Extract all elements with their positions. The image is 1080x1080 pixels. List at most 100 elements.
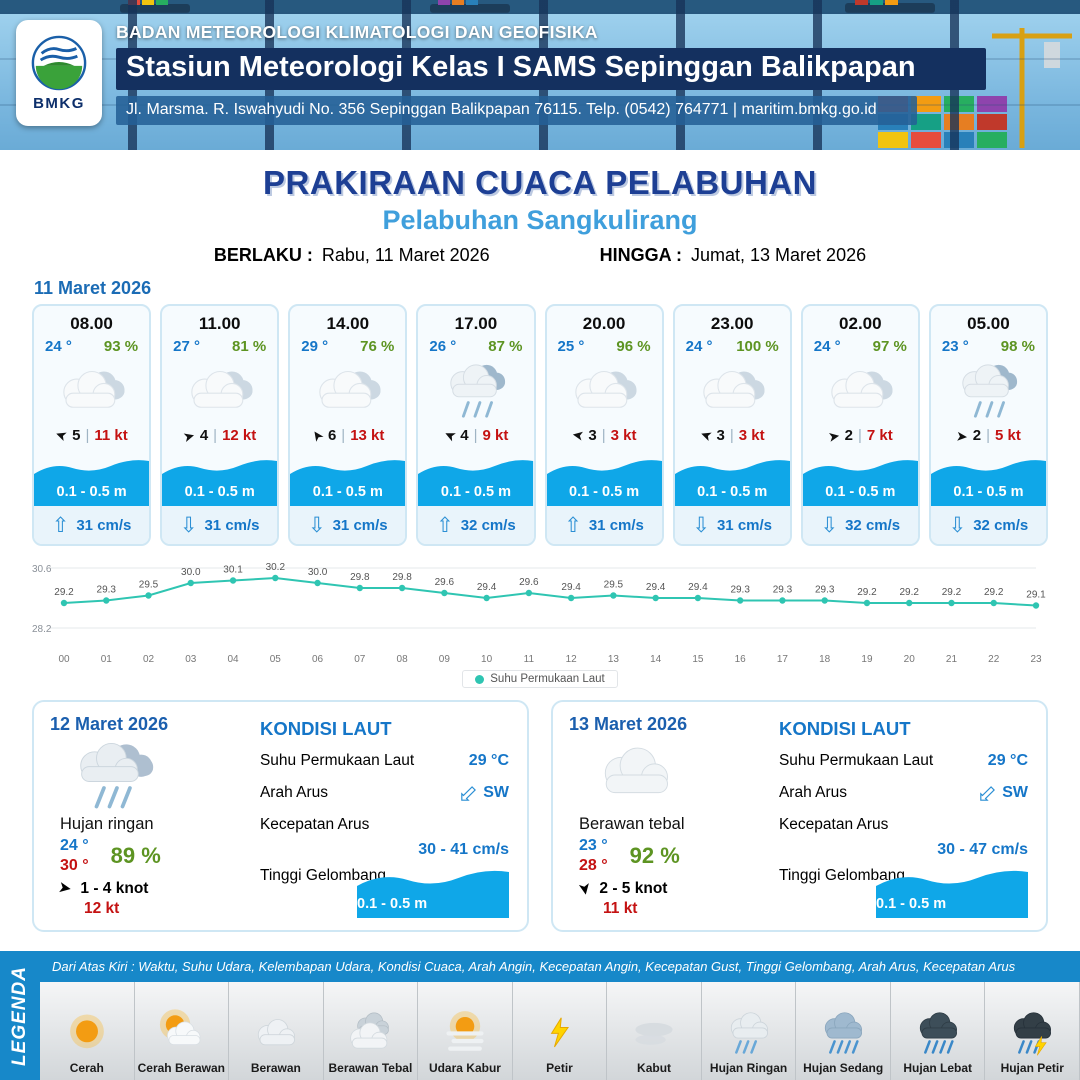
forecast-card-02.00: 02.00 24 ° 97 % ➤ 2 | 7 kt 0.1 - 0.5 m ⇩ 32 cm/s xyxy=(800,304,920,546)
wave-height-value: 0.1 - 0.5 m xyxy=(953,484,1024,500)
wind-direction-icon: ➤ xyxy=(307,426,328,445)
wave-height-value: 0.1 - 0.5 m xyxy=(184,484,255,500)
svg-text:30.2: 30.2 xyxy=(266,562,286,573)
card-current-row: ⇩ 31 cm/s xyxy=(162,506,278,544)
legend-tab: LEGENDA xyxy=(0,951,40,1080)
temp-max: 30 ° xyxy=(60,857,89,874)
svg-text:30.1: 30.1 xyxy=(223,565,243,576)
wave-height-graphic: 0.1 - 0.5 m xyxy=(357,866,509,918)
rain-light-icon xyxy=(730,1012,768,1055)
wind-row: ➤ 1 - 4 knot xyxy=(57,879,252,898)
weather-icon-hujan-ringan xyxy=(50,735,252,815)
wind-direction-icon: ➤ xyxy=(574,880,594,897)
wave-height-value: 0.1 - 0.5 m xyxy=(357,896,428,912)
station-name: Stasiun Meteorologi Kelas I SAMS Sepingg… xyxy=(116,48,986,90)
card-temp: 23 ° xyxy=(941,338,969,355)
cloud-thick-icon xyxy=(350,1012,390,1050)
humidity-value: 92 % xyxy=(629,843,680,868)
card-current-row: ⇧ 32 cm/s xyxy=(418,506,534,544)
temp-max: 28 ° xyxy=(579,857,608,874)
wave-height-label: Tinggi Gelombang xyxy=(259,867,387,884)
day-date: 13 Maret 2026 xyxy=(569,714,688,734)
wave-height-band: 0.1 - 0.5 m xyxy=(930,456,1046,506)
current-speed: 31 cm/s xyxy=(332,516,388,534)
wave-height-band: 0.1 - 0.5 m xyxy=(162,456,278,506)
legend-label: Udara Kabur xyxy=(428,1061,501,1076)
current-direction-icon: ⇧ xyxy=(971,776,1005,811)
svg-text:21: 21 xyxy=(946,654,958,665)
wind-speed: 2 xyxy=(844,427,853,444)
rain-medium-icon xyxy=(825,1012,863,1055)
sst-chart-section: 30.6 28.2 29.2 00 29.3 01 29.5 02 30.0 03 30.1 04 30… xyxy=(0,546,1080,688)
bmkg-logo-text: BMKG xyxy=(33,95,85,112)
svg-text:13: 13 xyxy=(608,654,620,665)
svg-text:23: 23 xyxy=(1030,654,1042,665)
wave-height-value: 0.1 - 0.5 m xyxy=(569,484,640,500)
wave-height-value: 0.1 - 0.5 m xyxy=(312,484,383,500)
wind-speed: 6 xyxy=(327,427,337,444)
current-speed: 32 cm/s xyxy=(460,516,516,534)
legend-item-fog: Kabut xyxy=(607,982,702,1080)
legend-label: Berawan Tebal xyxy=(328,1061,413,1076)
weather-icon-berawan-tebal xyxy=(569,735,771,815)
gust-speed: 3 kt xyxy=(738,427,765,444)
wave-height-value: 0.1 - 0.5 m xyxy=(56,484,127,500)
card-time: 08.00 xyxy=(70,314,113,333)
gust-speed: 11 kt xyxy=(94,427,128,444)
card-time: 11.00 xyxy=(198,314,241,333)
legend-item-sun-cloud: Cerah Berawan xyxy=(134,982,230,1080)
current-direction-icon: ⇧ xyxy=(452,776,486,811)
current-speed-label: Kecepatan Arus xyxy=(259,816,370,833)
gust-speed: 13 kt xyxy=(350,427,385,444)
fog-icon xyxy=(635,1023,673,1046)
separator: | xyxy=(729,427,734,444)
card-humidity: 81 % xyxy=(232,338,267,355)
current-direction-icon: ⇧ xyxy=(564,513,582,537)
wind-row: ➤ 2 - 5 knot xyxy=(574,880,771,898)
current-speed: 32 cm/s xyxy=(845,516,901,534)
wind-range: 2 - 5 knot xyxy=(599,880,668,897)
legend-label: Hujan Lebat xyxy=(903,1061,973,1076)
card-temp: 24 ° xyxy=(685,338,713,355)
legend-item-cloud: Berawan xyxy=(229,982,324,1080)
legend-label: Hujan Petir xyxy=(1000,1061,1064,1076)
weather-icon-berawan xyxy=(803,355,918,427)
svg-text:29.4: 29.4 xyxy=(561,582,581,593)
card-time: 02.00 xyxy=(839,314,882,333)
svg-text:15: 15 xyxy=(692,654,704,665)
condition-label: Berawan tebal xyxy=(579,815,685,833)
forecast-date: 11 Maret 2026 xyxy=(34,278,152,298)
card-humidity: 97 % xyxy=(872,338,907,355)
svg-text:11: 11 xyxy=(524,654,535,665)
legend-label: Cerah xyxy=(69,1061,104,1076)
svg-text:09: 09 xyxy=(439,654,451,665)
current-direction-icon: ⇩ xyxy=(307,513,326,537)
svg-text:29.1: 29.1 xyxy=(1026,590,1046,601)
wave-height-band: 0.1 - 0.5 m xyxy=(674,456,790,506)
card-current-row: ⇧ 31 cm/s xyxy=(546,506,662,544)
weather-icon-berawan xyxy=(34,355,149,427)
sun-icon xyxy=(69,1014,104,1049)
wind-speed: 3 xyxy=(588,427,597,444)
current-speed: 31 cm/s xyxy=(716,516,773,534)
sun-cloud-icon xyxy=(160,1009,201,1046)
svg-text:07: 07 xyxy=(354,654,366,665)
svg-text:29.8: 29.8 xyxy=(350,572,370,583)
sst-label: Suhu Permukaan Laut xyxy=(259,752,415,769)
legend-items: Cerah Cerah Berawan Berawan Berawan Tebal Ud… xyxy=(40,982,1080,1080)
svg-text:29.6: 29.6 xyxy=(519,577,539,588)
wave-height-band: 0.1 - 0.5 m xyxy=(802,456,918,506)
wave-height-value: 0.1 - 0.5 m xyxy=(440,484,511,500)
bolt-icon xyxy=(550,1017,569,1048)
svg-text:19: 19 xyxy=(861,654,873,665)
gust-value: 12 kt xyxy=(84,900,120,917)
card-current-row: ⇧ 31 cm/s xyxy=(34,506,150,544)
forecast-card-08.00: 08.00 24 ° 93 % ➤ 5 | 11 kt 0.1 - 0.5 m ⇧ 31 cm/s xyxy=(32,304,152,546)
card-wind-row: ➤ 3 | 3 kt xyxy=(675,426,790,450)
wind-direction-icon: ➤ xyxy=(52,425,70,446)
wave-height-band: 0.1 - 0.5 m xyxy=(290,456,406,506)
card-time: 17.00 xyxy=(454,314,498,333)
svg-text:05: 05 xyxy=(270,654,282,665)
legend-footer: LEGENDA Dari Atas Kiri : Waktu, Suhu Uda… xyxy=(0,951,1080,1080)
wind-speed: 4 xyxy=(460,427,469,444)
